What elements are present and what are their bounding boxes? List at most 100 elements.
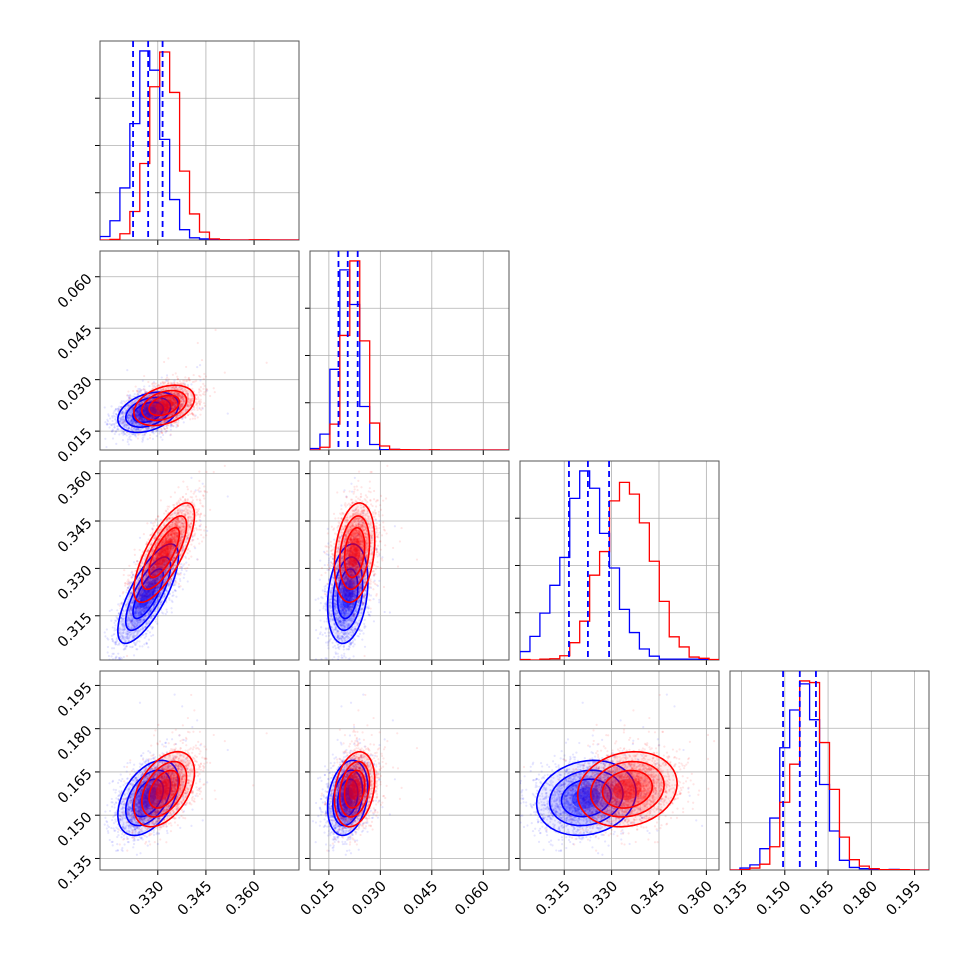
sample-point (139, 428, 142, 431)
sample-point (160, 429, 163, 432)
sample-point (164, 402, 167, 405)
panel-0-0 (95, 40, 300, 245)
panel-2-2 (515, 460, 720, 665)
sample-point (144, 408, 147, 411)
sample-point (144, 408, 147, 411)
sample-point (166, 409, 169, 412)
sample-point (142, 418, 145, 421)
sample-point (154, 411, 157, 414)
sample-point (165, 407, 168, 410)
sample-point (176, 375, 179, 378)
sample-point (135, 421, 138, 424)
sample-point (144, 410, 147, 413)
histogram-series-1 (730, 680, 929, 870)
sample-point (142, 408, 145, 412)
sample-point (132, 406, 135, 409)
sample-point (127, 390, 130, 393)
sample-point (167, 357, 170, 360)
sample-point (129, 409, 132, 412)
sample-point (163, 408, 166, 411)
sample-point (129, 414, 132, 417)
sample-point (136, 389, 139, 393)
sample-point (159, 405, 162, 408)
sample-point (160, 401, 163, 404)
sample-point (177, 394, 180, 397)
sample-point (165, 407, 168, 410)
sample-point (133, 434, 136, 437)
sample-point (189, 418, 192, 421)
sample-point (136, 411, 139, 414)
sample-point (153, 405, 156, 408)
sample-point (120, 400, 123, 403)
sample-point (182, 421, 185, 424)
panel-frame (519, 460, 720, 661)
sample-point (170, 396, 173, 399)
sample-point (170, 399, 174, 402)
sample-point (137, 413, 140, 416)
sample-point (167, 378, 170, 381)
sample-point (113, 426, 116, 429)
sample-point (139, 411, 142, 414)
sample-point (137, 408, 140, 412)
sample-point (151, 417, 155, 420)
scatter-group (103, 328, 268, 449)
panel-frame (729, 670, 930, 871)
sample-point (128, 436, 131, 439)
sample-point (166, 379, 169, 382)
sample-point (143, 409, 147, 412)
sample-point (199, 375, 202, 378)
sample-point (127, 414, 130, 417)
sample-point (151, 407, 154, 410)
sample-point (142, 409, 145, 412)
sample-point (140, 417, 143, 420)
sample-point (140, 415, 144, 418)
sample-point (152, 406, 156, 409)
sample-point (173, 403, 176, 406)
sample-point (146, 407, 149, 410)
sample-point (167, 408, 170, 411)
sample-point (155, 434, 158, 438)
sample-point (198, 406, 201, 409)
sample-point (151, 417, 154, 420)
sample-point (193, 408, 196, 411)
sample-point (137, 415, 140, 418)
sample-point (150, 415, 153, 418)
sample-point (165, 402, 169, 406)
sample-point (126, 428, 129, 431)
sample-point (167, 414, 170, 418)
sample-point (132, 427, 135, 430)
sample-point (142, 411, 146, 414)
sample-point (148, 413, 151, 416)
sample-point (130, 427, 133, 431)
sample-point (185, 380, 188, 383)
sample-point (159, 415, 162, 418)
sample-point (160, 399, 163, 402)
sample-point (130, 418, 133, 421)
sample-point (129, 393, 132, 397)
sample-point (147, 403, 150, 406)
sample-point (121, 418, 124, 421)
sample-point (178, 386, 181, 389)
sample-point (159, 410, 162, 413)
sample-point (145, 411, 149, 414)
sample-point (214, 328, 217, 332)
sample-point (121, 411, 124, 414)
sample-point (148, 413, 151, 416)
sample-point (165, 411, 168, 414)
sample-point (164, 406, 167, 409)
sample-point (143, 433, 147, 436)
sample-point (116, 428, 119, 431)
sample-point (206, 389, 209, 392)
sample-point (122, 417, 125, 420)
sample-point (145, 391, 148, 394)
sample-point (170, 397, 173, 400)
sample-point (126, 413, 129, 416)
sample-point (145, 414, 149, 417)
sample-point (127, 416, 130, 419)
sample-point (212, 387, 215, 390)
sample-point (167, 397, 171, 400)
sample-point (145, 409, 148, 412)
sample-point (150, 415, 153, 418)
sample-point (142, 411, 145, 414)
sample-point (137, 414, 140, 417)
